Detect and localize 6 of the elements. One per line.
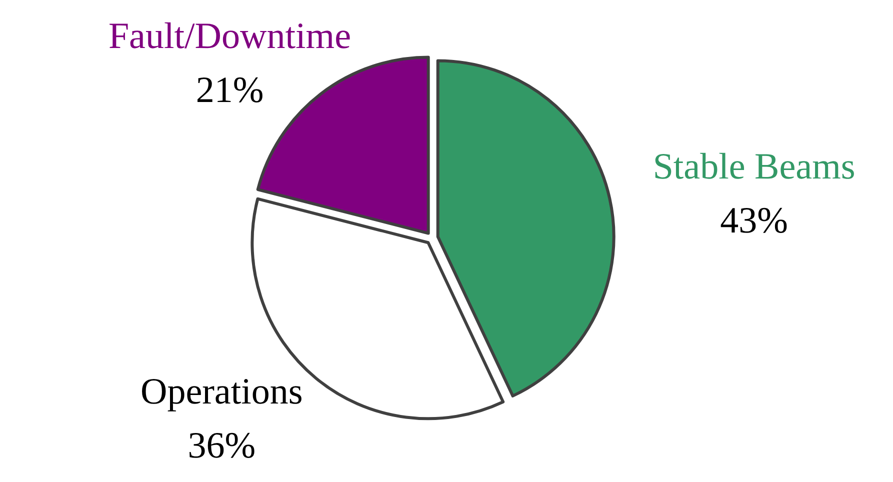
slice-label: Operations	[140, 372, 303, 413]
data-label: 36%	[188, 426, 256, 467]
data-label: 21%	[196, 70, 264, 111]
slice-label: Fault/Downtime	[108, 16, 352, 57]
data-label: 43%	[720, 200, 788, 242]
slice-label: Stable Beams	[652, 146, 856, 188]
